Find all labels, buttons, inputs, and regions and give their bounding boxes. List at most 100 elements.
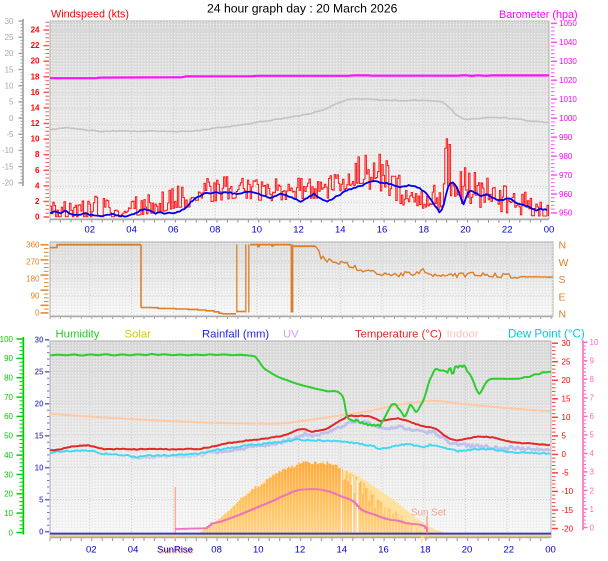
svg-text:Barometer (hpa): Barometer (hpa): [499, 9, 578, 21]
svg-text:0: 0: [35, 213, 40, 222]
svg-text:20: 20: [5, 49, 14, 58]
svg-text:960: 960: [559, 190, 573, 199]
svg-text:5: 5: [562, 432, 567, 441]
svg-text:16: 16: [31, 88, 40, 97]
svg-text:1010: 1010: [559, 95, 577, 104]
svg-text:N: N: [559, 240, 567, 252]
svg-text:SunRise: SunRise: [157, 545, 193, 556]
svg-text:Dew Point (°C): Dew Point (°C): [508, 328, 585, 341]
svg-text:10: 10: [562, 413, 571, 422]
svg-text:SunRise: SunRise: [158, 546, 194, 557]
svg-text:1050: 1050: [559, 19, 577, 28]
svg-text:70: 70: [4, 393, 13, 402]
svg-text:16: 16: [377, 225, 388, 236]
svg-text:Temperature (°C): Temperature (°C): [355, 329, 442, 341]
svg-text:20: 20: [4, 490, 13, 499]
svg-text:270: 270: [26, 258, 40, 267]
svg-text:12: 12: [295, 545, 306, 556]
svg-text:2: 2: [590, 486, 595, 495]
svg-text:04: 04: [128, 545, 139, 556]
svg-text:0: 0: [35, 309, 40, 318]
svg-text:40: 40: [4, 451, 13, 460]
svg-text:1020: 1020: [559, 76, 577, 85]
svg-text:Solar: Solar: [125, 329, 152, 341]
svg-text:7: 7: [590, 394, 595, 403]
svg-text:20: 20: [31, 57, 40, 66]
svg-text:100: 100: [0, 335, 14, 344]
svg-text:50: 50: [4, 432, 13, 441]
svg-text:9: 9: [590, 357, 595, 366]
svg-text:12: 12: [293, 225, 304, 236]
svg-text:22: 22: [31, 41, 40, 50]
svg-text:1040: 1040: [559, 38, 577, 47]
svg-text:15: 15: [35, 432, 44, 441]
svg-text:00: 00: [545, 545, 556, 556]
svg-text:990: 990: [559, 133, 573, 142]
svg-text:360: 360: [26, 241, 40, 250]
svg-text:06: 06: [168, 225, 179, 236]
svg-text:60: 60: [4, 412, 13, 421]
svg-text:10: 10: [590, 338, 599, 347]
svg-text:16: 16: [378, 545, 389, 556]
svg-text:180: 180: [26, 275, 40, 284]
svg-text:Windspeed (kts): Windspeed (kts): [51, 9, 129, 21]
svg-text:-5: -5: [6, 130, 14, 139]
svg-text:5: 5: [590, 431, 595, 440]
svg-text:15: 15: [5, 65, 14, 74]
svg-text:10: 10: [4, 509, 13, 518]
svg-text:08: 08: [210, 225, 221, 236]
svg-text:10: 10: [5, 82, 14, 91]
svg-text:30: 30: [4, 470, 13, 479]
svg-text:22: 22: [502, 225, 513, 236]
svg-text:24: 24: [31, 26, 40, 35]
svg-text:0: 0: [9, 528, 14, 537]
svg-text:12: 12: [31, 119, 40, 128]
svg-text:-10: -10: [562, 487, 574, 496]
svg-text:0: 0: [9, 114, 14, 123]
svg-text:UV: UV: [283, 329, 299, 341]
svg-text:1030: 1030: [559, 57, 577, 66]
svg-text:10: 10: [35, 464, 44, 473]
svg-text:4: 4: [590, 449, 595, 458]
svg-text:90: 90: [31, 292, 40, 301]
svg-text:8: 8: [35, 150, 40, 159]
svg-text:6: 6: [35, 166, 40, 175]
svg-text:8: 8: [590, 375, 595, 384]
svg-text:5: 5: [9, 98, 14, 107]
svg-text:02: 02: [86, 545, 97, 556]
svg-text:25: 25: [562, 358, 571, 367]
svg-text:970: 970: [559, 171, 573, 180]
svg-text:1000: 1000: [559, 114, 577, 123]
svg-text:18: 18: [420, 545, 431, 556]
svg-text:10: 10: [31, 135, 40, 144]
svg-text:30: 30: [5, 17, 14, 26]
svg-text:2: 2: [35, 197, 40, 206]
svg-text:980: 980: [559, 152, 573, 161]
svg-text:80: 80: [4, 374, 13, 383]
svg-text:950: 950: [559, 209, 573, 218]
svg-text:30: 30: [35, 336, 44, 345]
svg-text:4: 4: [35, 181, 40, 190]
svg-text:25: 25: [35, 368, 44, 377]
svg-text:22: 22: [503, 545, 514, 556]
svg-text:3: 3: [590, 468, 595, 477]
svg-text:10: 10: [253, 545, 264, 556]
svg-text:6: 6: [590, 412, 595, 421]
svg-text:-20: -20: [562, 524, 574, 533]
svg-text:14: 14: [31, 104, 40, 113]
svg-text:14: 14: [337, 545, 348, 556]
svg-text:04: 04: [126, 225, 137, 236]
svg-text:Indoor: Indoor: [447, 329, 479, 341]
svg-text:Sun Set: Sun Set: [411, 508, 446, 519]
svg-text:-15: -15: [2, 162, 14, 171]
svg-text:18: 18: [419, 225, 430, 236]
svg-text:25: 25: [5, 33, 14, 42]
svg-text:Humidity: Humidity: [56, 329, 100, 341]
svg-text:10: 10: [252, 225, 263, 236]
svg-text:20: 20: [562, 376, 571, 385]
svg-text:Rainfall (mm): Rainfall (mm): [202, 329, 269, 341]
svg-text:90: 90: [4, 354, 13, 363]
svg-text:-15: -15: [562, 506, 574, 515]
svg-text:15: 15: [562, 395, 571, 404]
svg-text:N: N: [559, 309, 567, 321]
